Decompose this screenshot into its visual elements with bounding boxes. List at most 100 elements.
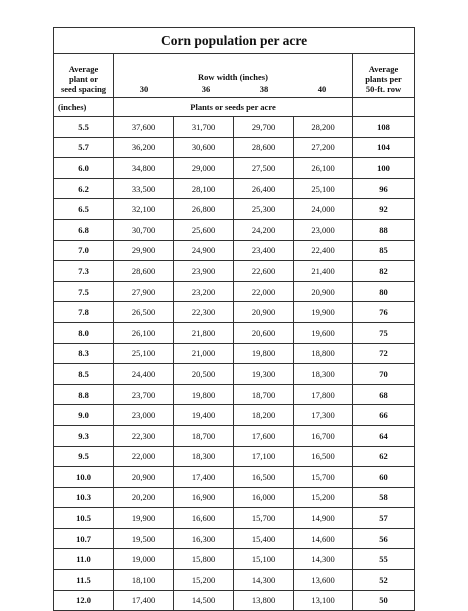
population-cell: 24,400 xyxy=(113,363,174,385)
table-row: 6.5 32,100 26,800 25,300 24,000 92 xyxy=(53,198,415,220)
plants-per-row-cell: 108 xyxy=(351,116,415,138)
population-cell: 16,900 xyxy=(173,487,234,509)
population-cell: 23,900 xyxy=(173,260,234,282)
population-cell: 26,400 xyxy=(233,178,294,200)
row-width-38: 38 xyxy=(259,84,269,94)
table-row: 10.7 19,500 16,300 15,400 14,600 56 xyxy=(53,528,415,550)
population-cell: 23,000 xyxy=(113,404,174,426)
spacing-header-line-3: seed spacing xyxy=(60,84,107,94)
population-cell: 29,900 xyxy=(113,240,174,262)
population-cell: 17,400 xyxy=(113,590,174,611)
plants-column-header: Average plants per 50-ft. row xyxy=(351,53,415,98)
population-cell: 15,700 xyxy=(233,507,294,529)
row-width-labels: 30 36 38 40 xyxy=(114,84,352,94)
plants-per-row-cell: 60 xyxy=(351,466,415,488)
population-cell: 27,200 xyxy=(293,137,353,159)
population-cell: 30,700 xyxy=(113,219,174,241)
population-cell: 18,100 xyxy=(113,569,174,591)
population-cell: 19,800 xyxy=(233,343,294,365)
population-cell: 18,800 xyxy=(293,343,353,365)
plants-per-row-cell: 96 xyxy=(351,178,415,200)
population-cell: 28,100 xyxy=(173,178,234,200)
plants-per-row-cell: 72 xyxy=(351,343,415,365)
table-row: 7.0 29,900 24,900 23,400 22,400 85 xyxy=(53,240,415,262)
population-cell: 20,900 xyxy=(233,301,294,323)
table-row: 5.7 36,200 30,600 28,600 27,200 104 xyxy=(53,137,415,159)
row-width-header: Row width (inches) 30 36 38 40 xyxy=(113,53,353,98)
plants-per-row-cell: 56 xyxy=(351,528,415,550)
population-cell: 20,600 xyxy=(233,322,294,344)
population-cell: 36,200 xyxy=(113,137,174,159)
seed-spacing-cell: 8.8 xyxy=(53,384,114,406)
population-cell: 23,400 xyxy=(233,240,294,262)
plants-header-line-1: Average xyxy=(368,64,399,74)
table-row: 7.8 26,500 22,300 20,900 19,900 76 xyxy=(53,301,415,323)
population-cell: 15,200 xyxy=(293,487,353,509)
population-cell: 18,700 xyxy=(173,425,234,447)
population-cell: 22,300 xyxy=(113,425,174,447)
population-cell: 14,500 xyxy=(173,590,234,611)
seed-spacing-cell: 8.3 xyxy=(53,343,114,365)
population-cell: 13,600 xyxy=(293,569,353,591)
population-cell: 14,300 xyxy=(293,548,353,571)
table-row: 9.3 22,300 18,700 17,600 16,700 64 xyxy=(53,425,415,447)
population-cell: 24,000 xyxy=(293,198,353,220)
population-cell: 25,300 xyxy=(233,198,294,220)
population-cell: 32,100 xyxy=(113,198,174,220)
population-cell: 22,400 xyxy=(293,240,353,262)
table-row: 5.5 37,600 31,700 29,700 28,200 108 xyxy=(53,116,415,138)
population-cell: 14,600 xyxy=(293,528,353,550)
corn-population-table: Corn population per acre Average plant o… xyxy=(53,27,416,611)
spacing-header-line-2: plant or xyxy=(68,74,99,84)
seed-spacing-cell: 9.5 xyxy=(53,446,114,468)
table-title: Corn population per acre xyxy=(53,27,415,54)
plants-per-row-cell: 64 xyxy=(351,425,415,447)
row-width-40: 40 xyxy=(317,84,327,94)
table-row: 9.5 22,000 18,300 17,100 16,500 62 xyxy=(53,446,415,468)
seed-spacing-cell: 9.0 xyxy=(53,404,114,426)
population-cell: 29,700 xyxy=(233,116,294,138)
row-width-36: 36 xyxy=(201,84,211,94)
population-cell: 15,200 xyxy=(173,569,234,591)
population-cell: 33,500 xyxy=(113,178,174,200)
population-cell: 19,900 xyxy=(113,507,174,529)
population-cell: 19,900 xyxy=(293,301,353,323)
population-cell: 19,400 xyxy=(173,404,234,426)
seed-spacing-cell: 9.3 xyxy=(53,425,114,447)
seed-spacing-cell: 7.3 xyxy=(53,260,114,282)
table-row: 11.0 19,000 15,800 15,100 14,300 55 xyxy=(53,548,415,571)
population-cell: 28,200 xyxy=(293,116,353,138)
population-cell: 14,300 xyxy=(233,569,294,591)
seed-spacing-cell: 11.0 xyxy=(53,548,114,571)
table-row: 9.0 23,000 19,400 18,200 17,300 66 xyxy=(53,404,415,426)
population-cell: 20,900 xyxy=(293,281,353,303)
plants-per-row-cell: 80 xyxy=(351,281,415,303)
table-row: 6.8 30,700 25,600 24,200 23,000 88 xyxy=(53,219,415,241)
plants-per-row-cell: 82 xyxy=(351,260,415,282)
population-cell: 19,800 xyxy=(173,384,234,406)
plants-header-line-2: plants per xyxy=(365,74,402,84)
population-cell: 15,100 xyxy=(233,548,294,571)
spacing-header-line-1: Average xyxy=(68,64,99,74)
population-cell: 16,500 xyxy=(233,466,294,488)
seed-spacing-cell: 7.5 xyxy=(53,281,114,303)
seed-spacing-cell: 7.0 xyxy=(53,240,114,262)
population-cell: 27,500 xyxy=(233,157,294,179)
population-cell: 19,000 xyxy=(113,548,174,571)
plants-per-row-cell: 66 xyxy=(351,404,415,426)
row-width-30: 30 xyxy=(139,84,149,94)
population-cell: 23,700 xyxy=(113,384,174,406)
seed-spacing-cell: 6.0 xyxy=(53,157,114,179)
plants-per-row-cell: 75 xyxy=(351,322,415,344)
seed-spacing-cell: 5.7 xyxy=(53,137,114,159)
population-cell: 14,900 xyxy=(293,507,353,529)
plants-per-row-cell: 100 xyxy=(351,157,415,179)
plants-header-line-3: 50-ft. row xyxy=(365,84,402,94)
population-cell: 13,800 xyxy=(233,590,294,611)
population-cell: 27,900 xyxy=(113,281,174,303)
population-cell: 16,000 xyxy=(233,487,294,509)
population-cell: 26,100 xyxy=(293,157,353,179)
corn-population-sheet: Corn population per acre Average plant o… xyxy=(53,27,416,611)
seed-spacing-cell: 10.7 xyxy=(53,528,114,550)
population-cell: 16,700 xyxy=(293,425,353,447)
